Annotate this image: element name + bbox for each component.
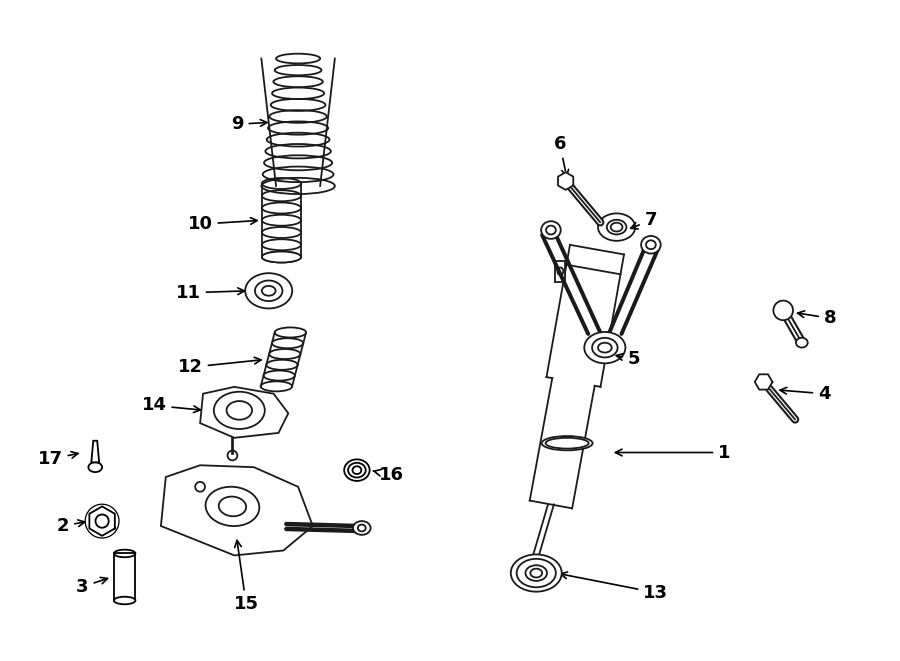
Ellipse shape [344,459,370,481]
Bar [114,553,135,600]
Text: 17: 17 [38,450,78,469]
Ellipse shape [541,221,561,239]
Text: 1: 1 [616,444,731,461]
Text: 2: 2 [57,517,85,535]
Text: 9: 9 [231,115,267,134]
Ellipse shape [88,462,102,472]
Text: 11: 11 [176,284,245,302]
Polygon shape [89,506,115,536]
Ellipse shape [526,565,547,581]
Ellipse shape [796,338,807,348]
Text: 12: 12 [178,357,261,376]
Polygon shape [161,465,313,555]
Ellipse shape [262,252,301,262]
Polygon shape [200,387,288,438]
Polygon shape [558,173,573,190]
Text: 10: 10 [187,215,257,233]
Ellipse shape [114,597,135,604]
Text: 4: 4 [780,385,831,403]
Text: 5: 5 [616,350,641,368]
Ellipse shape [607,219,626,235]
Text: 14: 14 [141,397,201,414]
Polygon shape [755,374,772,389]
Ellipse shape [598,214,635,241]
Ellipse shape [245,273,292,309]
Ellipse shape [511,555,562,592]
Ellipse shape [641,236,661,254]
Ellipse shape [255,280,283,301]
Text: 15: 15 [234,541,258,613]
Text: 13: 13 [561,572,669,602]
Ellipse shape [542,436,592,450]
Circle shape [773,301,793,320]
Text: 3: 3 [76,578,107,596]
Text: 7: 7 [631,212,657,229]
Ellipse shape [353,521,371,535]
Ellipse shape [592,338,617,358]
Circle shape [228,451,238,460]
Text: 16: 16 [374,466,404,484]
Polygon shape [555,260,565,282]
Ellipse shape [584,332,626,364]
Text: 6: 6 [554,135,569,176]
Text: 8: 8 [797,309,837,327]
Polygon shape [91,441,99,462]
